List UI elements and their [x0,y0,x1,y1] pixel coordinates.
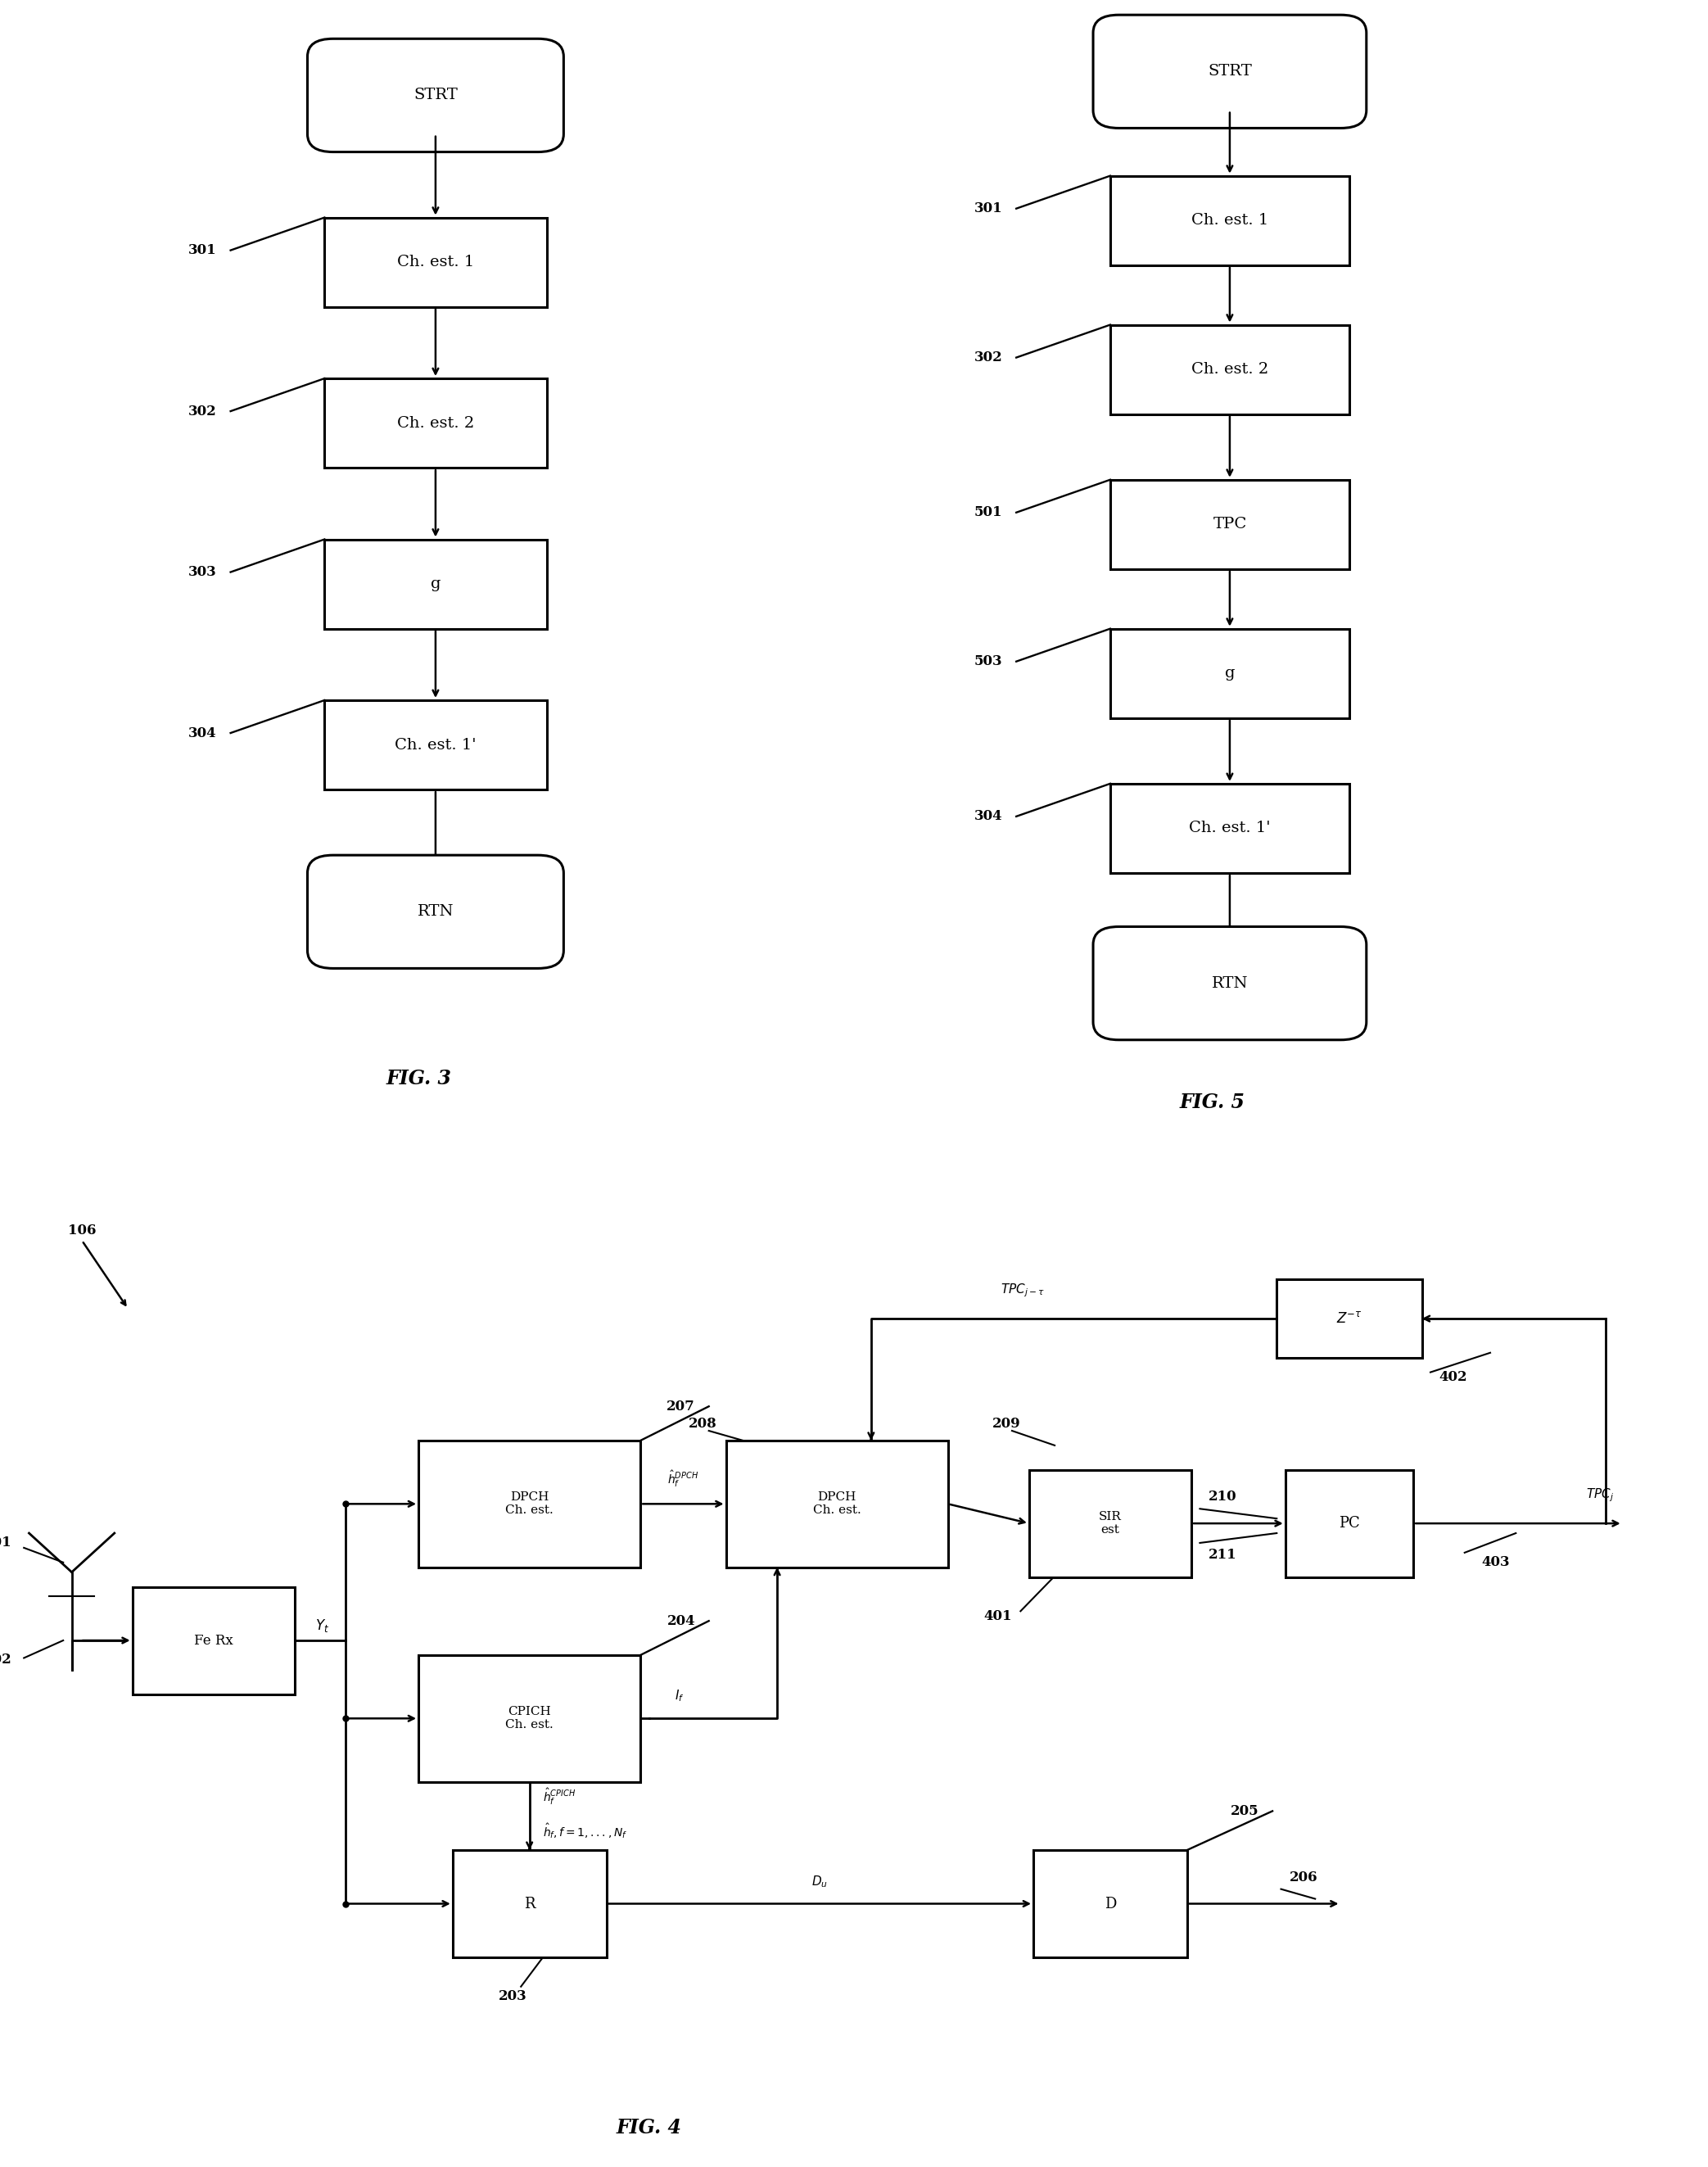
Bar [1110,325,1349,414]
Bar [1286,1469,1413,1578]
Bar [1110,628,1349,717]
Bar [453,1851,606,1957]
Text: R: R [524,1896,535,1911]
Text: Ch. est. 1': Ch. est. 1' [1189,821,1271,836]
Text: 301: 301 [188,243,217,258]
Text: Ch. est. 1: Ch. est. 1 [396,256,475,269]
Text: 304: 304 [188,726,217,739]
Text: 209: 209 [992,1417,1020,1430]
Text: $I_f$: $I_f$ [675,1688,685,1703]
Text: 401: 401 [984,1610,1011,1623]
Text: 211: 211 [1209,1547,1237,1562]
Text: Ch. est. 1: Ch. est. 1 [1190,212,1269,228]
Text: 204: 204 [666,1614,695,1627]
Text: $TPC_{j-\tau}$: $TPC_{j-\tau}$ [1001,1283,1045,1300]
Text: STRT: STRT [413,89,458,102]
Bar [1110,176,1349,264]
Bar [726,1441,948,1567]
Text: FIG. 5: FIG. 5 [1180,1092,1245,1112]
Text: PC: PC [1339,1517,1360,1530]
Bar [418,1441,640,1567]
Bar [132,1586,294,1695]
Text: 503: 503 [974,654,1003,667]
Bar [325,700,547,789]
Bar [1028,1469,1190,1578]
Text: 304: 304 [974,810,1003,823]
Text: 106: 106 [68,1224,97,1237]
Text: D: D [1105,1896,1115,1911]
Bar [325,379,547,468]
Text: FIG. 4: FIG. 4 [617,2117,681,2139]
Text: 208: 208 [688,1417,717,1430]
Text: SIR
est: SIR est [1098,1510,1122,1536]
Bar [418,1656,640,1781]
Text: $\hat{h}_f^{CPICH}$: $\hat{h}_f^{CPICH}$ [543,1786,576,1807]
Text: Fe Rx: Fe Rx [195,1634,232,1647]
FancyBboxPatch shape [1093,927,1366,1040]
Text: 303: 303 [188,566,217,579]
Bar [1110,784,1349,873]
Text: $Z^{-\tau}$: $Z^{-\tau}$ [1336,1311,1363,1326]
Text: 210: 210 [1209,1491,1237,1504]
Text: 302: 302 [188,405,217,418]
Text: 403: 403 [1481,1556,1510,1569]
Text: 302: 302 [974,351,1003,364]
Text: 501: 501 [974,505,1003,520]
Text: $TPC_j$: $TPC_j$ [1587,1487,1614,1504]
Text: $D_u$: $D_u$ [811,1874,828,1890]
Text: Ch. est. 2: Ch. est. 2 [1190,362,1269,377]
FancyBboxPatch shape [307,856,564,969]
Text: g: g [430,576,441,592]
Text: CPICH
Ch. est.: CPICH Ch. est. [506,1705,553,1731]
Text: STRT: STRT [1208,65,1252,78]
FancyBboxPatch shape [1093,15,1366,128]
Text: 301: 301 [974,202,1003,215]
Text: 205: 205 [1230,1805,1259,1818]
Text: TPC: TPC [1213,518,1247,531]
Text: DPCH
Ch. est.: DPCH Ch. est. [813,1491,861,1517]
Text: 202: 202 [0,1653,12,1666]
Text: Ch. est. 2: Ch. est. 2 [396,416,475,431]
Text: 207: 207 [666,1400,695,1413]
Text: FIG. 3: FIG. 3 [386,1068,451,1088]
Bar [1033,1851,1187,1957]
Bar [325,217,547,308]
Text: 201: 201 [0,1536,12,1549]
Text: 402: 402 [1438,1370,1467,1385]
Bar [1278,1279,1421,1357]
Text: g: g [1225,665,1235,680]
Text: $Y_t$: $Y_t$ [314,1617,330,1634]
Text: $\hat{h}_f, f=1,...,N_f$: $\hat{h}_f, f=1,...,N_f$ [543,1820,627,1840]
Text: RTN: RTN [417,904,454,919]
FancyBboxPatch shape [307,39,564,152]
Text: 203: 203 [499,1989,526,2002]
Bar [1110,479,1349,570]
Text: DPCH
Ch. est.: DPCH Ch. est. [506,1491,553,1517]
Text: Ch. est. 1': Ch. est. 1' [395,737,477,752]
Text: RTN: RTN [1211,975,1249,990]
Text: 206: 206 [1290,1870,1319,1883]
Text: $\hat{h}_f^{DPCH}$: $\hat{h}_f^{DPCH}$ [668,1469,699,1489]
Bar [325,540,547,628]
